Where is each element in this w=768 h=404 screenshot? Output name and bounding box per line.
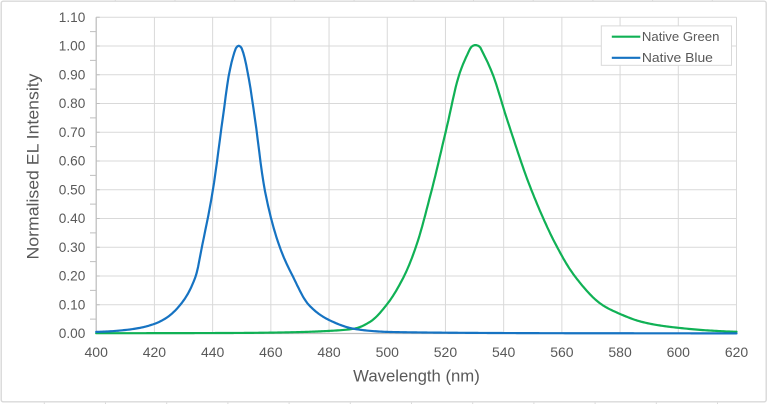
svg-text:400: 400 xyxy=(85,344,109,360)
svg-text:0.20: 0.20 xyxy=(59,268,86,284)
svg-text:Native Blue: Native Blue xyxy=(642,51,713,65)
svg-text:0.30: 0.30 xyxy=(59,239,86,255)
svg-text:0.00: 0.00 xyxy=(59,325,86,341)
svg-text:500: 500 xyxy=(376,344,400,360)
svg-text:0.10: 0.10 xyxy=(59,296,86,312)
svg-text:580: 580 xyxy=(608,344,632,360)
svg-text:420: 420 xyxy=(143,344,167,360)
svg-text:480: 480 xyxy=(317,344,341,360)
svg-text:Normalised EL Intensity: Normalised EL Intensity xyxy=(25,73,43,260)
svg-text:460: 460 xyxy=(259,344,283,360)
svg-text:0.80: 0.80 xyxy=(59,95,86,111)
svg-text:600: 600 xyxy=(667,344,691,360)
svg-text:1.10: 1.10 xyxy=(59,9,86,25)
svg-text:520: 520 xyxy=(434,344,458,360)
svg-text:560: 560 xyxy=(550,344,574,360)
svg-text:Wavelength (nm): Wavelength (nm) xyxy=(353,368,480,386)
svg-text:0.60: 0.60 xyxy=(59,153,86,169)
svg-text:0.40: 0.40 xyxy=(59,210,86,226)
svg-text:0.50: 0.50 xyxy=(59,181,86,197)
svg-text:440: 440 xyxy=(201,344,225,360)
svg-text:1.00: 1.00 xyxy=(59,38,86,54)
svg-text:Native Green: Native Green xyxy=(642,30,720,44)
svg-text:620: 620 xyxy=(725,344,749,360)
svg-text:0.90: 0.90 xyxy=(59,66,86,82)
svg-text:0.70: 0.70 xyxy=(59,124,86,140)
svg-text:540: 540 xyxy=(492,344,516,360)
